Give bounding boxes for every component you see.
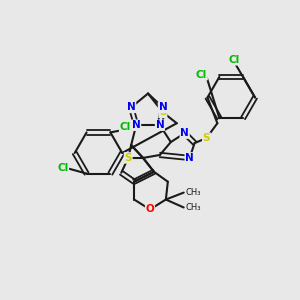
- Text: N: N: [158, 102, 167, 112]
- Text: S: S: [203, 133, 210, 143]
- Text: Cl: Cl: [57, 163, 68, 173]
- Text: Cl: Cl: [196, 70, 207, 80]
- Text: N: N: [155, 120, 164, 130]
- Text: O: O: [146, 204, 154, 214]
- Text: Cl: Cl: [229, 55, 240, 65]
- Text: Cl: Cl: [120, 122, 131, 132]
- Text: S: S: [159, 107, 166, 117]
- Text: CH₃: CH₃: [186, 203, 201, 212]
- Text: N: N: [180, 128, 189, 138]
- Text: CH₃: CH₃: [186, 188, 201, 197]
- Text: N: N: [185, 153, 194, 163]
- Text: S: S: [124, 153, 132, 163]
- Text: N: N: [132, 120, 140, 130]
- Text: N: N: [127, 102, 136, 112]
